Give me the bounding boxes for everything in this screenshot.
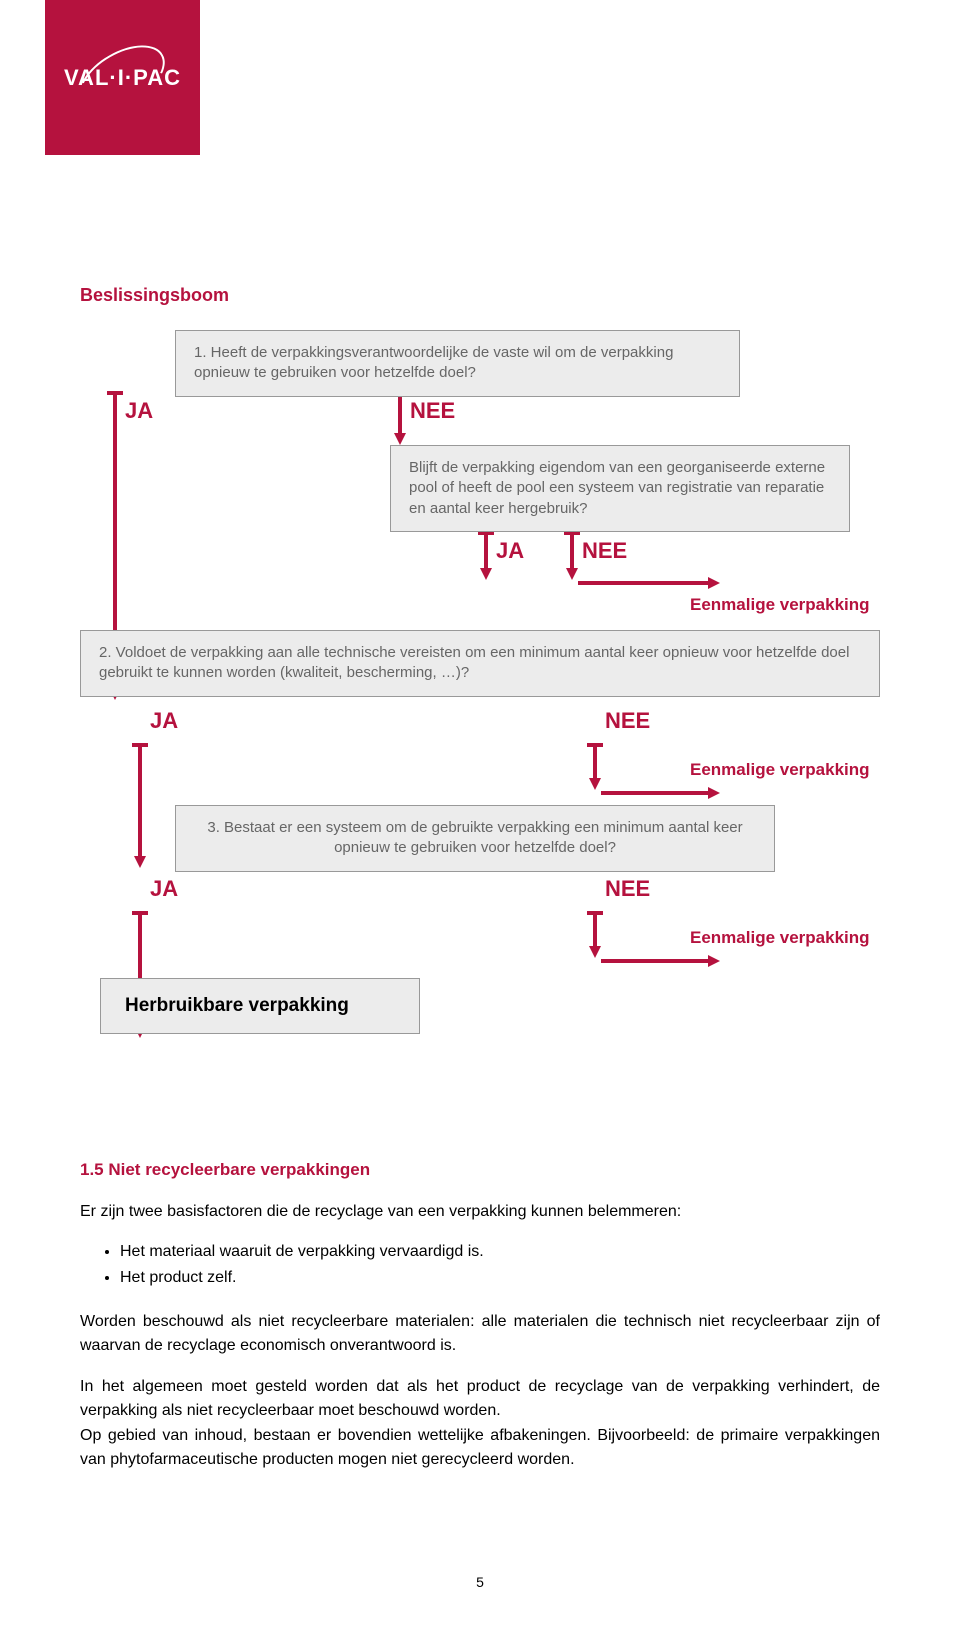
label-q1-no: NEE [410,398,455,424]
box-q1b: Blijft de verpakking eigendom van een ge… [390,445,850,532]
label-q3-yes: JA [150,876,178,902]
page-number: 5 [0,1574,960,1590]
flowchart: 1. Heeft de verpakkingsverantwoordelijke… [80,330,880,1110]
outcome-3: Eenmalige verpakking [690,928,870,948]
logo-text: VAL·I·PAC [64,65,181,91]
box-q3: 3. Bestaat er een systeem om de gebruikt… [175,805,775,872]
box-q3-text: 3. Bestaat er een systeem om de gebruikt… [207,819,742,856]
bullet-1: Het materiaal waaruit de verpakking verv… [120,1240,875,1264]
subsection-heading: 1.5 Niet recycleerbare verpakkingen [80,1160,370,1180]
section-title: Beslissingsboom [80,285,229,306]
box-q2: 2. Voldoet de verpakking aan alle techni… [80,630,880,697]
section15-para3: Op gebied van inhoud, bestaan er bovendi… [80,1424,880,1472]
label-q1b-no: NEE [582,538,627,564]
box-result: Herbruikbare verpakking [100,978,420,1034]
box-q1b-text: Blijft de verpakking eigendom van een ge… [409,459,825,517]
box-q1-text: 1. Heeft de verpakkingsverantwoordelijke… [194,344,673,381]
label-q2-no: NEE [605,708,650,734]
outcome-1: Eenmalige verpakking [690,595,870,615]
box-q2-text: 2. Voldoet de verpakking aan alle techni… [99,644,849,681]
section15-para1: Worden beschouwd als niet recycleerbare … [80,1310,880,1358]
section15-intro: Er zijn twee basisfactoren die de recycl… [80,1200,880,1224]
section15-bullets: Het materiaal waaruit de verpakking verv… [95,1240,875,1292]
logo: VAL·I·PAC [45,0,200,155]
bullet-2: Het product zelf. [120,1266,875,1290]
label-q2-yes: JA [150,708,178,734]
box-q1: 1. Heeft de verpakkingsverantwoordelijke… [175,330,740,397]
label-q1b-yes: JA [496,538,524,564]
box-result-text: Herbruikbare verpakking [125,995,349,1016]
section15-para2: In het algemeen moet gesteld worden dat … [80,1375,880,1423]
label-q3-no: NEE [605,876,650,902]
label-q1-yes: JA [125,398,153,424]
outcome-2: Eenmalige verpakking [690,760,870,780]
